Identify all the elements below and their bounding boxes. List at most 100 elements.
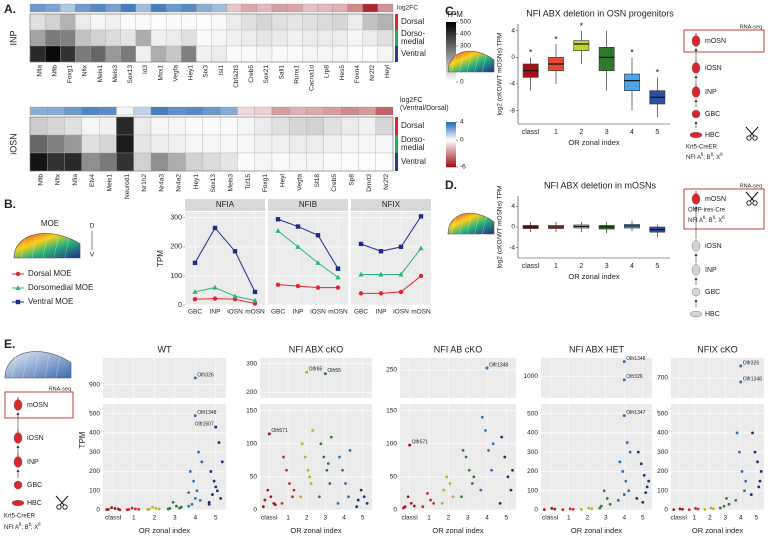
heatmap-cell bbox=[271, 13, 288, 31]
x-tick-label: classI bbox=[522, 263, 540, 270]
log2fc-cell bbox=[29, 106, 48, 116]
heatmap-cell bbox=[256, 29, 273, 47]
heatmap-cell bbox=[150, 152, 169, 172]
y-tick-label: 100 bbox=[246, 440, 257, 447]
heatmap-cell bbox=[150, 13, 167, 31]
heatmap-cell bbox=[185, 134, 204, 154]
colorbar-step bbox=[446, 34, 456, 37]
point-label: Olfr1348 bbox=[626, 356, 645, 362]
genotype-part: ; X bbox=[713, 155, 720, 161]
heatmap-cell bbox=[211, 45, 227, 63]
heatmap-cell bbox=[375, 152, 394, 172]
zone-bar bbox=[395, 14, 398, 30]
colorbar-step bbox=[446, 162, 456, 165]
scissors-icon bbox=[752, 135, 758, 141]
zone-bar bbox=[395, 117, 398, 135]
point bbox=[479, 488, 483, 492]
genotype-part: NFI A bbox=[686, 155, 701, 161]
colorbar-step bbox=[446, 159, 456, 162]
point-label: Olfr1348 bbox=[489, 362, 508, 368]
y-tick-label: 250 bbox=[386, 367, 397, 374]
chart-title: NFIX cKO bbox=[697, 344, 738, 354]
point bbox=[602, 489, 606, 493]
point bbox=[484, 429, 487, 432]
cell-icon bbox=[691, 35, 701, 47]
heatmap-cell bbox=[44, 29, 61, 47]
epithelium-stripe bbox=[459, 216, 464, 235]
log2fc-cell bbox=[120, 3, 137, 13]
point bbox=[753, 450, 757, 454]
point bbox=[110, 506, 114, 510]
y-tick-label: 200 bbox=[170, 244, 182, 251]
log2fc-cell bbox=[241, 3, 258, 13]
colorbar-step bbox=[446, 128, 456, 130]
point bbox=[703, 508, 707, 511]
scissors-icon bbox=[56, 504, 62, 510]
point bbox=[211, 493, 214, 496]
genotype-part: fl bbox=[29, 522, 31, 527]
y-tick-label: 300 bbox=[170, 215, 182, 222]
epithelium-stripe bbox=[482, 54, 487, 73]
log2fc-cell bbox=[168, 106, 186, 116]
cell-label: mOSN bbox=[705, 196, 726, 203]
box bbox=[624, 73, 640, 91]
point bbox=[758, 479, 762, 483]
log2fc-cell bbox=[237, 106, 255, 116]
colorbar-step bbox=[446, 72, 456, 75]
heatmap-cell bbox=[60, 13, 76, 31]
x-axis-label: OR zonal index bbox=[568, 138, 620, 147]
epithelium-stripe bbox=[33, 355, 39, 379]
cell-icon bbox=[691, 109, 701, 119]
heatmap-cell bbox=[358, 134, 376, 154]
y-tick-label: 50 bbox=[250, 474, 258, 481]
point bbox=[154, 507, 158, 510]
point bbox=[442, 488, 446, 492]
marker bbox=[398, 244, 404, 250]
point bbox=[590, 507, 594, 511]
colorbar-step bbox=[446, 150, 456, 153]
heatmap-cell bbox=[332, 45, 348, 63]
heatmap-cell bbox=[347, 29, 363, 47]
log2fc-cell bbox=[75, 3, 91, 13]
point bbox=[329, 435, 333, 439]
heatmap-cell bbox=[165, 13, 182, 31]
cell-label: iOSN bbox=[705, 65, 722, 72]
heatmap-cell bbox=[150, 29, 167, 47]
zone-label: Ventral bbox=[401, 157, 426, 166]
x-tick-label: 5 bbox=[655, 263, 659, 270]
plot-background bbox=[671, 404, 764, 510]
point bbox=[192, 479, 196, 483]
heatmap-cell bbox=[332, 13, 348, 31]
gene-label: Creb5 bbox=[331, 174, 338, 192]
y-tick-label: 100 bbox=[89, 487, 100, 494]
zone-bar bbox=[395, 135, 398, 153]
x-tick-label: 1 bbox=[567, 515, 571, 522]
gene-label: Vegfa bbox=[172, 65, 179, 82]
log2fc-cell bbox=[362, 3, 379, 13]
lineage-arrowhead bbox=[694, 277, 698, 280]
y-tick-label: 400 bbox=[657, 430, 668, 437]
log2fc-cell bbox=[347, 3, 363, 13]
point bbox=[743, 489, 746, 493]
zone-label: Dorsal bbox=[401, 121, 424, 130]
x-tick-label: 1 bbox=[554, 129, 558, 136]
point bbox=[341, 468, 344, 472]
point bbox=[636, 450, 640, 454]
marker bbox=[212, 296, 218, 301]
labeled-point bbox=[193, 376, 197, 380]
marker bbox=[15, 285, 21, 290]
y-tick-label: 50 bbox=[390, 474, 398, 481]
heatmap-cell bbox=[256, 45, 273, 63]
heatmap-cell bbox=[362, 45, 379, 63]
point bbox=[326, 462, 330, 466]
colorbar-step bbox=[446, 52, 456, 55]
y-tick-label: 0 bbox=[96, 507, 100, 514]
heatmap-cell bbox=[241, 13, 258, 31]
zone-bar bbox=[395, 153, 398, 171]
point bbox=[280, 501, 284, 505]
colorbar-step bbox=[446, 138, 456, 141]
heatmap-cell bbox=[302, 13, 318, 31]
point bbox=[694, 507, 697, 510]
point bbox=[130, 506, 134, 510]
epithelium-stripe bbox=[64, 237, 70, 259]
